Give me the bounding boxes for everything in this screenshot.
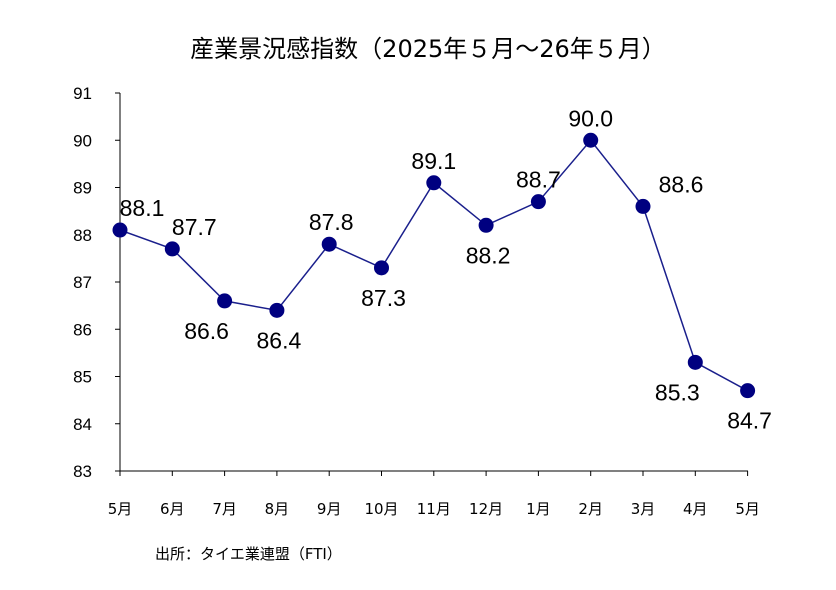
data-point — [635, 198, 651, 214]
data-point — [164, 241, 180, 257]
data-label: 86.4 — [257, 327, 302, 353]
data-point — [478, 217, 494, 233]
x-tick-label: 2月 — [578, 500, 603, 518]
x-tick-label: 9月 — [317, 500, 342, 518]
x-tick-label: 10月 — [364, 500, 398, 518]
y-tick-label: 88 — [73, 226, 92, 245]
data-label: 87.8 — [309, 209, 354, 235]
data-point — [426, 175, 442, 191]
data-label: 84.7 — [727, 408, 772, 434]
data-label: 86.6 — [184, 318, 229, 344]
data-label: 85.3 — [655, 379, 700, 405]
y-tick-label: 83 — [73, 462, 92, 481]
x-tick-label: 7月 — [212, 500, 237, 518]
data-label: 89.1 — [411, 148, 456, 174]
chart-title: 産業景況感指数（2025年５月～26年５月） — [190, 35, 666, 63]
data-labels: 88.1 87.7 86.6 86.4 87.8 87.3 89.1 88.2 88.7 90.0… — [120, 105, 772, 433]
y-tick-label: 85 — [73, 368, 92, 387]
y-axis-ticks: 83 84 85 86 87 88 89 90 91 — [73, 84, 120, 481]
data-point — [687, 354, 703, 370]
x-tick-label: 1月 — [526, 500, 551, 518]
data-label: 88.1 — [120, 195, 165, 221]
data-label: 90.0 — [568, 105, 613, 131]
data-label: 88.6 — [659, 171, 704, 197]
data-point — [740, 383, 756, 399]
data-point — [112, 222, 128, 238]
x-tick-label: 3月 — [631, 500, 656, 518]
x-tick-label: 6月 — [160, 500, 185, 518]
x-tick-label: 11月 — [417, 500, 451, 518]
y-tick-label: 90 — [73, 131, 92, 150]
source-note: 出所：タイエ業連盟（FTI） — [155, 545, 342, 563]
data-label: 88.7 — [516, 167, 561, 193]
data-point — [583, 132, 599, 148]
data-point — [321, 236, 337, 252]
y-tick-label: 87 — [73, 273, 92, 292]
data-point — [269, 302, 285, 318]
x-tick-label: 12月 — [469, 500, 503, 518]
data-label: 88.2 — [466, 242, 511, 268]
y-tick-label: 84 — [73, 415, 92, 434]
y-tick-label: 89 — [73, 179, 92, 198]
data-point — [374, 260, 389, 276]
x-tick-label: 5月 — [735, 500, 760, 518]
data-label: 87.3 — [361, 285, 406, 311]
y-tick-label: 91 — [73, 84, 92, 103]
y-tick-label: 86 — [73, 320, 92, 339]
x-tick-label: 5月 — [108, 500, 133, 518]
x-tick-label: 8月 — [265, 500, 290, 518]
chart-series — [112, 132, 756, 399]
data-point — [530, 194, 546, 210]
data-point — [217, 293, 233, 309]
x-tick-label: 4月 — [683, 500, 708, 518]
x-axis-ticks: 5月 6月 7月 8月 9月 10月 11月 12月 1月 2月 3月 4月 5月 — [108, 471, 760, 518]
data-label: 87.7 — [172, 214, 217, 240]
